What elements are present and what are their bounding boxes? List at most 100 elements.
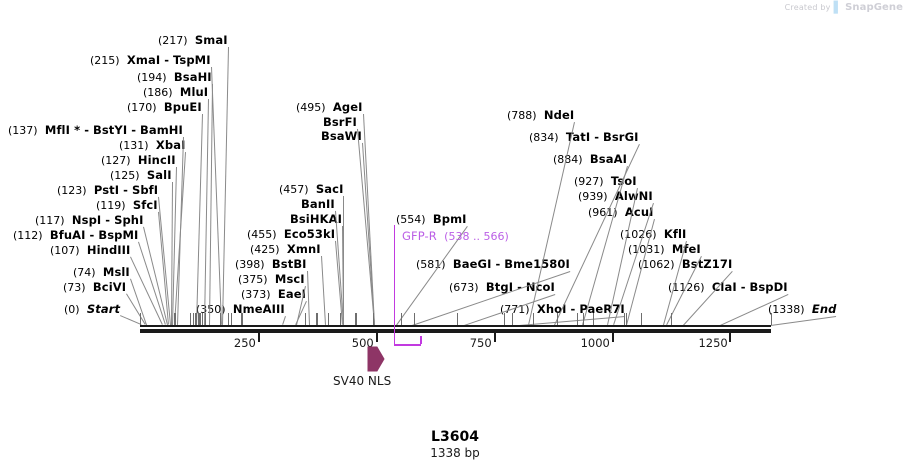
site-position: (350) [196, 303, 226, 316]
site-position: (194) [137, 71, 167, 84]
construct-name: L3604 [431, 429, 479, 445]
site-position: (125) [110, 169, 140, 182]
enzyme-site-label[interactable]: (186) MluI [143, 86, 208, 99]
restriction-site-tick [193, 313, 194, 325]
enzyme-name: MfeI [671, 242, 701, 256]
enzyme-name: Start [86, 302, 121, 316]
enzyme-site-label[interactable]: BsaWI [321, 130, 362, 142]
restriction-site-tick [577, 313, 578, 325]
name-separator: - [566, 302, 580, 316]
restriction-site-tick [583, 313, 584, 325]
restriction-site-tick [340, 313, 341, 325]
enzyme-site-label[interactable]: (373) EaeI [241, 288, 306, 301]
feature-sv40-nls-arrow[interactable] [367, 346, 385, 376]
site-leader-line [196, 114, 203, 326]
enzyme-site-label[interactable]: (170) BpuEI [127, 101, 202, 114]
enzyme-site-label[interactable]: (457) SacI [279, 183, 343, 196]
enzyme-site-label[interactable]: (398) BstBI [235, 258, 307, 271]
enzyme-name: MscI [274, 272, 305, 286]
primer-end-cap [419, 336, 422, 344]
enzyme-site-label[interactable]: (0) Start [64, 303, 120, 316]
sv40-nls-arrow-icon [367, 346, 385, 372]
restriction-site-tick [199, 313, 200, 325]
enzyme-site-label[interactable]: (927) TsoI [574, 175, 637, 188]
name-separator: - [736, 280, 750, 294]
enzyme-site-label[interactable]: BsiHKAI [290, 213, 342, 225]
enzyme-site-label[interactable]: (74) MslI [73, 266, 130, 279]
enzyme-site-label[interactable]: (961) AcuI [588, 206, 654, 219]
enzyme-site-label[interactable]: (350) NmeAIII [196, 303, 285, 316]
enzyme-site-label[interactable]: (127) HincII [101, 154, 176, 167]
enzyme-site-label[interactable]: (581) BaeGI - Bme1580I [416, 258, 570, 271]
enzyme-site-label[interactable]: (112) BfuAI - BspMI [13, 229, 138, 242]
site-position: (425) [250, 243, 280, 256]
enzyme-name: TspMI [172, 53, 211, 67]
enzyme-site-label[interactable]: (495) AgeI [296, 101, 363, 114]
enzyme-site-label[interactable]: (194) BsaHI [137, 71, 212, 84]
enzyme-site-label[interactable]: (884) BsaAI [553, 153, 627, 166]
enzyme-site-label[interactable]: (117) NspI - SphI [35, 214, 143, 227]
restriction-site-tick [771, 313, 772, 325]
enzyme-site-label[interactable]: (375) MscI [238, 273, 305, 286]
enzyme-name: BstBI [271, 257, 307, 271]
enzyme-site-label[interactable]: (425) XmnI [250, 243, 321, 256]
enzyme-name: AgeI [332, 100, 363, 114]
enzyme-name: KflI [663, 227, 687, 241]
enzyme-name: SfcI [132, 198, 158, 212]
restriction-site-tick [557, 313, 558, 325]
restriction-site-tick [200, 313, 201, 325]
enzyme-site-label[interactable]: (673) BtgI - NcoI [449, 281, 555, 294]
restriction-site-tick [175, 313, 176, 325]
restriction-site-tick [355, 313, 356, 325]
enzyme-name: EaeI [277, 287, 307, 301]
enzyme-site-label[interactable]: (455) Eco53kI [247, 228, 335, 241]
enzyme-site-label[interactable]: (1062) BstZ17I [638, 258, 732, 271]
enzyme-site-label[interactable]: (834) TatI - BsrGI [529, 131, 639, 144]
enzyme-name: SmaI [194, 33, 228, 47]
name-separator: - [491, 257, 505, 271]
enzyme-site-label[interactable]: (119) SfcI [96, 199, 158, 212]
enzyme-site-label[interactable]: BanII [301, 198, 335, 210]
enzyme-site-label[interactable]: (215) XmaI - TspMI [90, 54, 211, 67]
restriction-site-tick [533, 313, 534, 325]
restriction-site-tick [305, 313, 306, 325]
enzyme-site-label[interactable]: (217) SmaI [158, 34, 228, 47]
enzyme-name: NspI [71, 213, 102, 227]
enzyme-name: BsaAI [589, 152, 627, 166]
enzyme-name: SbfI [131, 183, 159, 197]
name-separator: - [590, 130, 603, 144]
enzyme-name: BpuEI [163, 100, 202, 114]
enzyme-site-label[interactable]: (939) AlwNI [578, 190, 653, 203]
enzyme-site-label[interactable]: (107) HindIII [50, 244, 130, 257]
enzyme-site-label[interactable]: (137) MflI * - BstYI - BamHI [8, 124, 183, 137]
enzyme-site-label[interactable]: (125) SalI [110, 169, 172, 182]
enzyme-name: SalI [146, 168, 172, 182]
enzyme-site-label[interactable]: (788) NdeI [507, 109, 574, 122]
site-position: (788) [507, 109, 537, 122]
enzyme-name: BtgI [485, 280, 514, 294]
enzyme-site-label[interactable]: (73) BciVI [63, 281, 126, 294]
restriction-site-tick [202, 313, 203, 325]
primer-label[interactable]: GFP-R (538 .. 566) [402, 230, 509, 243]
enzyme-name: BamHI [139, 123, 183, 137]
enzyme-name: NdeI [543, 108, 575, 122]
site-position: (771) [500, 303, 530, 316]
restriction-site-tick [228, 313, 229, 325]
snapgene-logo-icon: ▌ [833, 1, 843, 14]
enzyme-site-label[interactable]: (123) PstI - SbfI [57, 184, 158, 197]
enzyme-site-label[interactable]: (554) BpmI [396, 213, 467, 226]
site-position: (495) [296, 101, 326, 114]
site-position: (939) [578, 190, 608, 203]
site-leader-line [282, 316, 286, 326]
enzyme-name: ClaI [711, 280, 737, 294]
enzyme-name: PaeR7I [579, 302, 625, 316]
enzyme-site-label[interactable]: BsrFI [323, 116, 357, 128]
enzyme-site-label[interactable]: (1026) KflI [620, 228, 686, 241]
enzyme-site-label[interactable]: (131) XbaI [119, 139, 185, 152]
site-position: (961) [588, 206, 618, 219]
site-position: (554) [396, 213, 426, 226]
site-leader-line [222, 47, 229, 326]
enzyme-site-label[interactable]: (1338) End [768, 303, 836, 316]
enzyme-site-label[interactable]: (1126) ClaI - BspDI [668, 281, 788, 294]
enzyme-name: BciVI [92, 280, 127, 294]
